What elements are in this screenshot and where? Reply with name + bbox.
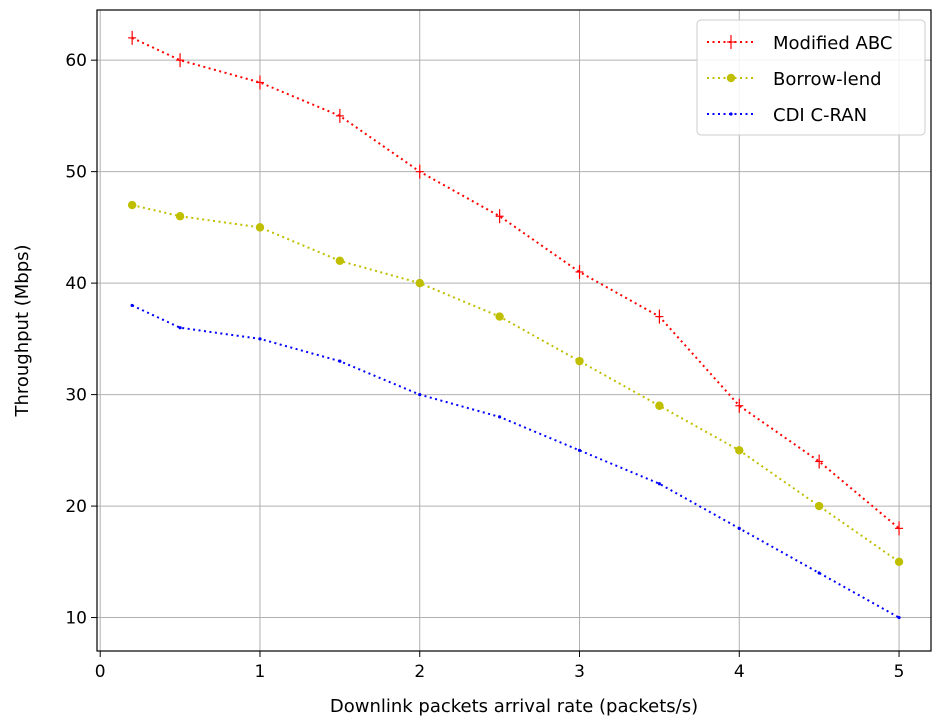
legend-item: Modified ABC (707, 33, 892, 54)
y-tick-label: 40 (65, 274, 87, 294)
x-tick-label: 1 (255, 662, 266, 682)
data-point (895, 521, 904, 536)
series-layer (127, 30, 904, 620)
data-point (575, 264, 584, 279)
data-point (814, 501, 824, 511)
legend-item: Borrow-lend (707, 69, 882, 90)
data-point (415, 278, 424, 288)
data-point (335, 108, 344, 123)
legend-item: CDI C-RAN (707, 105, 867, 126)
data-point (415, 164, 424, 179)
data-point (255, 75, 264, 90)
data-point (338, 359, 342, 363)
legend-label: CDI C-RAN (773, 105, 867, 126)
x-axis-label: Downlink packets arrival rate (packets/s… (330, 696, 698, 717)
legend-label: Borrow-lend (773, 69, 882, 90)
data-point (575, 356, 584, 366)
data-point (577, 448, 582, 452)
data-point (498, 415, 502, 419)
data-point (495, 209, 504, 224)
y-axis-label: Throughput (Mbps) (12, 244, 33, 417)
y-tick-label: 20 (65, 497, 87, 517)
series-1 (127, 200, 904, 567)
y-tick-label: 10 (65, 609, 87, 629)
x-tick-label: 2 (414, 662, 425, 682)
data-point (128, 30, 137, 45)
data-point (815, 454, 824, 469)
data-point (735, 398, 744, 413)
data-point (418, 393, 422, 397)
plot-frame (96, 9, 932, 652)
legend-marker (726, 73, 736, 83)
series-2 (130, 303, 901, 620)
data-point (335, 256, 345, 266)
data-point (894, 557, 904, 567)
data-point (127, 200, 137, 210)
legend-box (696, 19, 926, 136)
data-point (495, 312, 504, 321)
legend: Modified ABC Borrow-lend CDI C-RAN (696, 19, 926, 136)
data-point (897, 615, 901, 620)
y-tick-label: 30 (65, 386, 87, 406)
x-tick-label: 0 (95, 662, 106, 682)
series-0 (128, 30, 904, 536)
x-tick-label: 5 (894, 662, 905, 682)
data-point (817, 571, 821, 575)
data-point (735, 446, 744, 455)
x-tick-label: 3 (574, 662, 585, 682)
data-point (176, 53, 185, 68)
x-axis: 0 1 2 3 4 5 (95, 651, 905, 682)
legend-marker (729, 112, 733, 116)
y-tick-label: 60 (65, 51, 87, 71)
data-point (178, 326, 182, 330)
data-point (657, 482, 661, 486)
data-point (130, 303, 134, 308)
data-point (655, 309, 664, 324)
data-point (737, 526, 741, 530)
grid-lines (97, 10, 931, 651)
legend-label: Modified ABC (773, 33, 892, 54)
data-point (175, 212, 185, 221)
y-tick-label: 50 (65, 163, 87, 183)
legend-marker (727, 35, 735, 49)
y-axis: 10 20 30 40 50 60 (65, 51, 97, 629)
data-point (255, 223, 265, 232)
x-tick-label: 4 (734, 662, 745, 682)
data-point (655, 401, 664, 410)
data-point (258, 337, 262, 341)
